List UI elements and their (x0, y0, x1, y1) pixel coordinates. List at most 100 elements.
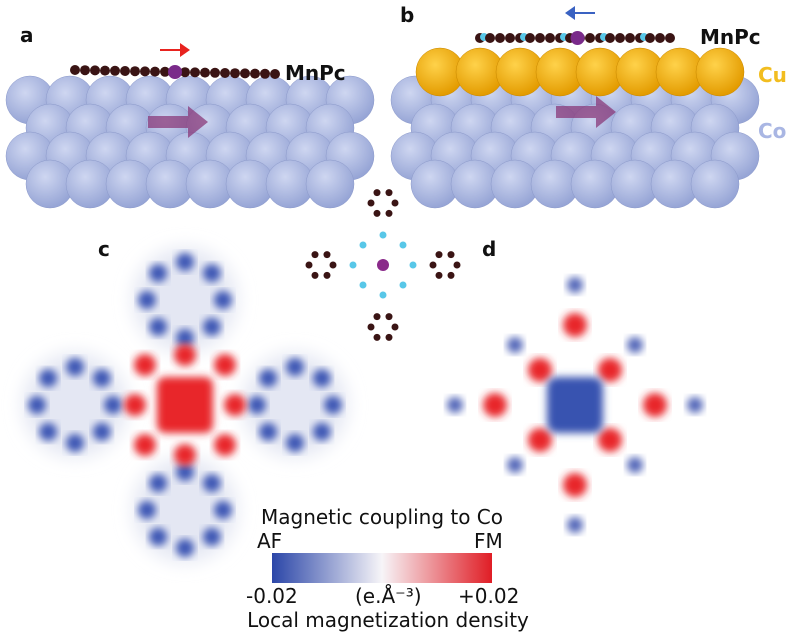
arrow-blue (565, 6, 595, 20)
atom (180, 67, 190, 78)
atom (585, 33, 595, 43)
density-blob (157, 377, 213, 433)
density-blob (547, 377, 603, 433)
atom (130, 66, 140, 77)
atom (140, 66, 150, 77)
density-blob (39, 422, 58, 441)
atom (505, 33, 515, 43)
atom (399, 241, 407, 249)
density-blob (627, 337, 643, 353)
colorbar-unit: (e.Å⁻³) (355, 584, 422, 608)
atom (385, 209, 393, 217)
density-blob (92, 369, 111, 388)
density-blob (447, 397, 463, 413)
colorbar-end: FM (474, 529, 503, 553)
density-blob (627, 457, 643, 473)
panel-label: c (98, 237, 110, 261)
colorbar-min: -0.02 (246, 584, 298, 608)
atom (379, 231, 387, 239)
atom (305, 159, 355, 209)
molecule-label: MnPc (285, 61, 346, 85)
density-blob (259, 422, 278, 441)
atom (367, 199, 375, 207)
density-blob (286, 358, 304, 376)
density-blob (643, 393, 667, 417)
density-blob (528, 428, 552, 452)
atom (150, 66, 160, 77)
atom (605, 33, 615, 43)
atom (260, 68, 270, 79)
atom (385, 313, 393, 321)
panel-label: d (482, 237, 496, 261)
atom (625, 33, 635, 43)
atom (70, 65, 80, 75)
atom (570, 31, 585, 45)
density-blob (312, 422, 331, 441)
density-blob (286, 434, 304, 452)
atom (305, 261, 313, 269)
atom (495, 33, 505, 43)
atom (200, 67, 210, 78)
colorbar-title: Magnetic coupling to Co (261, 505, 503, 529)
atom (447, 251, 455, 259)
atom (80, 65, 90, 76)
density-blob (259, 369, 278, 388)
atom (120, 66, 130, 76)
density-blob (214, 501, 232, 519)
density-blob (149, 474, 168, 493)
density-blob (176, 539, 194, 557)
density-blob (176, 329, 194, 347)
density-blob (598, 428, 622, 452)
atom (240, 68, 250, 79)
atom (373, 189, 381, 197)
density-blob (28, 396, 46, 414)
density-blob (528, 358, 552, 382)
atom (655, 33, 665, 43)
panel-label: a (20, 23, 34, 47)
atom (399, 281, 407, 289)
layer-label: Cu (758, 63, 787, 87)
density-blob (176, 253, 194, 271)
molecule-top-view (305, 189, 461, 341)
cu-layer (415, 47, 745, 97)
atom (535, 33, 545, 43)
atom (485, 33, 495, 43)
atom (373, 209, 381, 217)
density-blob (248, 396, 266, 414)
density-map-d (447, 277, 703, 533)
density-blob (104, 396, 122, 414)
atom (110, 65, 120, 76)
density-blob (134, 354, 156, 376)
density-blob (687, 397, 703, 413)
density-blob (176, 463, 194, 481)
density-blob (174, 444, 196, 466)
density-blob (202, 474, 221, 493)
density-blob (138, 291, 156, 309)
colorbar (272, 553, 492, 583)
atom (409, 261, 417, 269)
colorbar-max: +0.02 (458, 584, 519, 608)
density-blob (214, 434, 236, 456)
density-blob (598, 358, 622, 382)
density-blob (149, 264, 168, 283)
atom (168, 65, 182, 79)
atom (391, 199, 399, 207)
layer-label: Co (758, 119, 786, 143)
atom (379, 291, 387, 299)
atom (359, 241, 367, 249)
atom (100, 65, 110, 76)
atom (220, 68, 230, 78)
colorbar-caption: Local magnetization density (247, 608, 529, 632)
density-blob (214, 354, 236, 376)
density-blob (124, 394, 146, 416)
atom (160, 66, 170, 77)
atom (349, 261, 357, 269)
density-blob (138, 501, 156, 519)
molecule-side-a (70, 65, 280, 79)
density-blob (483, 393, 507, 417)
density-blob (567, 517, 583, 533)
panel-label: b (400, 3, 414, 27)
atom (525, 33, 535, 43)
colorbar-end: AF (257, 529, 282, 553)
